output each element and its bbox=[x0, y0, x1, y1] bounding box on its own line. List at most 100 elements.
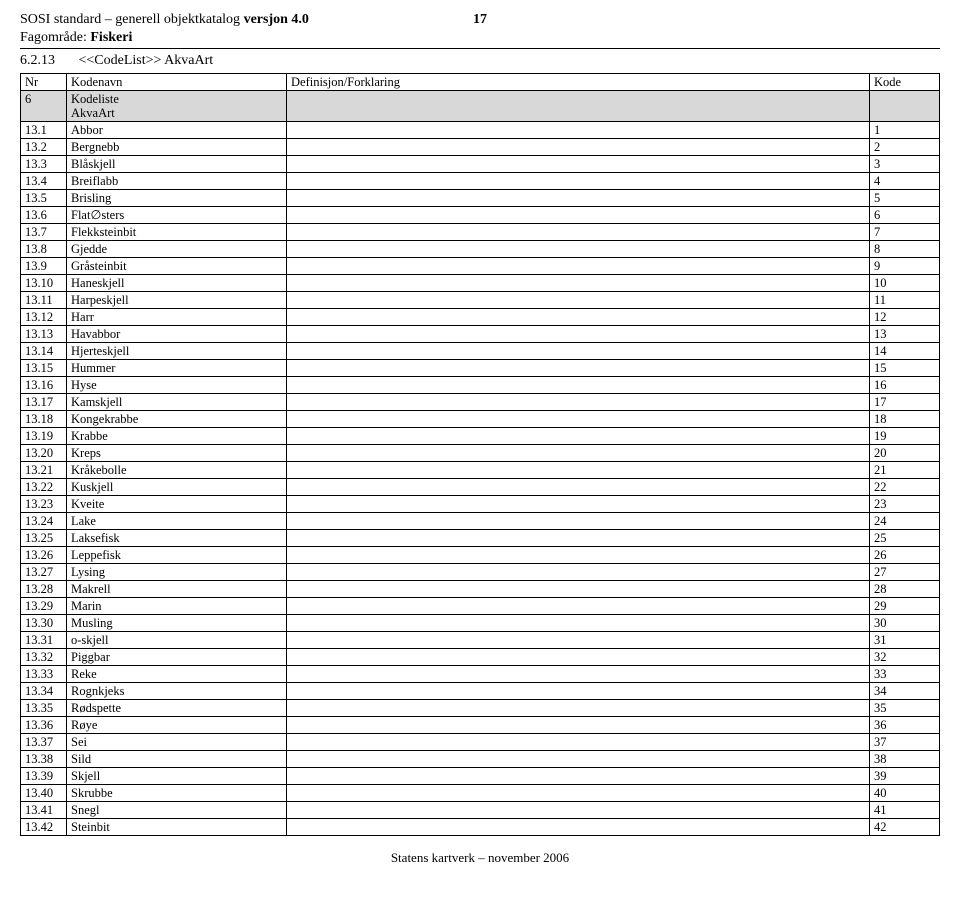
cell-kode: 8 bbox=[870, 241, 940, 258]
cell-nr: 13.34 bbox=[21, 683, 67, 700]
cell-def bbox=[287, 360, 870, 377]
codelist-table: Nr Kodenavn Definisjon/Forklaring Kode 6… bbox=[20, 73, 940, 836]
header-line-2: Fagområde: Fiskeri bbox=[20, 30, 940, 46]
cell-kode: 9 bbox=[870, 258, 940, 275]
cell-nr: 13.17 bbox=[21, 394, 67, 411]
table-row: 13.13Havabbor13 bbox=[21, 326, 940, 343]
cell-kode: 24 bbox=[870, 513, 940, 530]
cell-kode: 5 bbox=[870, 190, 940, 207]
cell-def bbox=[287, 91, 870, 122]
cell-kode: 18 bbox=[870, 411, 940, 428]
table-row: 13.30Musling30 bbox=[21, 615, 940, 632]
table-row: 13.22Kuskjell22 bbox=[21, 479, 940, 496]
cell-nr: 13.12 bbox=[21, 309, 67, 326]
cell-kode: 17 bbox=[870, 394, 940, 411]
cell-kodenavn-l1: Kodeliste bbox=[71, 92, 119, 106]
cell-def bbox=[287, 751, 870, 768]
header-title-prefix: SOSI standard – generell objektkatalog bbox=[20, 12, 244, 27]
page-number: 17 bbox=[473, 12, 487, 28]
header-line-1: SOSI standard – generell objektkatalog v… bbox=[20, 12, 940, 28]
domain-value: Fiskeri bbox=[90, 30, 132, 45]
cell-kode: 10 bbox=[870, 275, 940, 292]
cell-kode: 20 bbox=[870, 445, 940, 462]
cell-kodenavn: Rognkjeks bbox=[67, 683, 287, 700]
cell-nr: 13.8 bbox=[21, 241, 67, 258]
cell-kodenavn: Skrubbe bbox=[67, 785, 287, 802]
cell-nr: 13.3 bbox=[21, 156, 67, 173]
cell-kodenavn: Laksefisk bbox=[67, 530, 287, 547]
cell-kode: 13 bbox=[870, 326, 940, 343]
cell-kodenavn: Gråsteinbit bbox=[67, 258, 287, 275]
table-row: 13.23Kveite23 bbox=[21, 496, 940, 513]
table-row: 13.7Flekksteinbit7 bbox=[21, 224, 940, 241]
cell-def bbox=[287, 530, 870, 547]
cell-kodenavn: Hummer bbox=[67, 360, 287, 377]
cell-kodenavn: Kreps bbox=[67, 445, 287, 462]
section-stereotype: <<CodeList>> bbox=[79, 53, 162, 68]
table-row: 13.4Breiflabb4 bbox=[21, 173, 940, 190]
table-row: 13.15Hummer15 bbox=[21, 360, 940, 377]
cell-def bbox=[287, 598, 870, 615]
cell-kode: 16 bbox=[870, 377, 940, 394]
cell-kode: 29 bbox=[870, 598, 940, 615]
cell-kode: 30 bbox=[870, 615, 940, 632]
cell-def bbox=[287, 581, 870, 598]
cell-nr: 13.14 bbox=[21, 343, 67, 360]
cell-kodenavn: Harr bbox=[67, 309, 287, 326]
cell-def bbox=[287, 479, 870, 496]
table-row: 13.9Gråsteinbit9 bbox=[21, 258, 940, 275]
cell-def bbox=[287, 564, 870, 581]
table-row: 13.5Brisling5 bbox=[21, 190, 940, 207]
header-version: versjon 4.0 bbox=[244, 12, 309, 27]
table-row: 13.16Hyse16 bbox=[21, 377, 940, 394]
cell-def bbox=[287, 224, 870, 241]
section-name: AkvaArt bbox=[164, 53, 213, 68]
cell-kode: 28 bbox=[870, 581, 940, 598]
cell-def bbox=[287, 156, 870, 173]
cell-def bbox=[287, 445, 870, 462]
cell-def bbox=[287, 343, 870, 360]
table-row: 13.11Harpeskjell11 bbox=[21, 292, 940, 309]
cell-kodenavn: Abbor bbox=[67, 122, 287, 139]
cell-kode: 7 bbox=[870, 224, 940, 241]
cell-kodenavn: Harpeskjell bbox=[67, 292, 287, 309]
cell-kodenavn: Skjell bbox=[67, 768, 287, 785]
cell-kodenavn: Bergnebb bbox=[67, 139, 287, 156]
cell-def bbox=[287, 309, 870, 326]
cell-nr: 13.6 bbox=[21, 207, 67, 224]
cell-kodenavn: Leppefisk bbox=[67, 547, 287, 564]
cell-nr: 13.22 bbox=[21, 479, 67, 496]
table-row: 13.12Harr12 bbox=[21, 309, 940, 326]
cell-def bbox=[287, 428, 870, 445]
cell-nr: 13.25 bbox=[21, 530, 67, 547]
cell-def bbox=[287, 258, 870, 275]
cell-kodenavn: Flat∅sters bbox=[67, 207, 287, 224]
cell-kode: 26 bbox=[870, 547, 940, 564]
cell-kodenavn: Havabbor bbox=[67, 326, 287, 343]
cell-def bbox=[287, 785, 870, 802]
cell-kode: 11 bbox=[870, 292, 940, 309]
cell-def bbox=[287, 190, 870, 207]
table-row: 13.31o-skjell31 bbox=[21, 632, 940, 649]
table-row: 13.26Leppefisk 26 bbox=[21, 547, 940, 564]
cell-nr: 13.15 bbox=[21, 360, 67, 377]
cell-def bbox=[287, 649, 870, 666]
cell-kode: 37 bbox=[870, 734, 940, 751]
cell-kodenavn: Snegl bbox=[67, 802, 287, 819]
table-row: 13.24Lake24 bbox=[21, 513, 940, 530]
cell-kode: 38 bbox=[870, 751, 940, 768]
cell-nr: 13.40 bbox=[21, 785, 67, 802]
cell-nr: 13.33 bbox=[21, 666, 67, 683]
cell-nr: 13.26 bbox=[21, 547, 67, 564]
cell-kodenavn: Lake bbox=[67, 513, 287, 530]
cell-def bbox=[287, 615, 870, 632]
cell-def bbox=[287, 802, 870, 819]
table-row: 13.25Laksefisk25 bbox=[21, 530, 940, 547]
cell-kode: 21 bbox=[870, 462, 940, 479]
cell-kode: 4 bbox=[870, 173, 940, 190]
table-row: 13.6Flat∅sters6 bbox=[21, 207, 940, 224]
cell-def bbox=[287, 632, 870, 649]
cell-kodenavn: Steinbit bbox=[67, 819, 287, 836]
cell-kodenavn: Hjerteskjell bbox=[67, 343, 287, 360]
cell-kode: 42 bbox=[870, 819, 940, 836]
